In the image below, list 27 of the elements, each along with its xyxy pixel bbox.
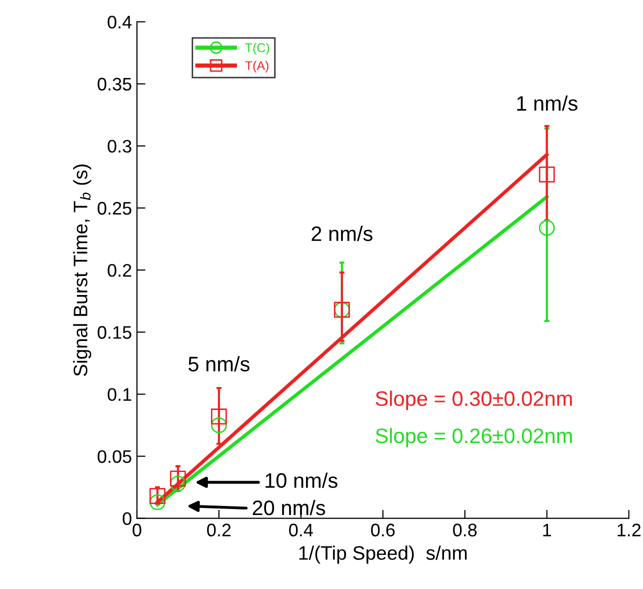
annotation: 2 nm/s — [312, 226, 372, 242]
y-tick-label: 0.4 — [108, 16, 132, 29]
annotation: 20 nm/s — [252, 500, 326, 516]
x-tick-label: 1.2 — [618, 524, 640, 536]
y-tick-label: 0.2 — [108, 264, 132, 277]
y-tick-label: 0.1 — [108, 388, 132, 401]
x-axis-title: 1/(Tip Speed) s/nm — [299, 546, 467, 564]
y-tick-label: 0 — [122, 512, 132, 526]
annotation: 5 nm/s — [188, 356, 250, 372]
y-tick-label: 0.05 — [98, 450, 132, 463]
y-tick-label: 0.35 — [98, 78, 132, 91]
annotation: 10 nm/s — [266, 472, 338, 488]
y-tick-label: 0.25 — [98, 202, 132, 215]
x-tick-label: 0.4 — [289, 524, 313, 536]
y-axis-title: Signal Burst Time, T$_{b}$ (s) — [73, 164, 92, 376]
y-tick-label: 0.3 — [108, 140, 132, 153]
annotation: 1 nm/s — [517, 95, 578, 111]
x-tick-label: 0.8 — [453, 524, 477, 536]
y-tick-label: 0.15 — [98, 326, 132, 339]
annotation: Slope = 0.30±0.02nm — [376, 390, 572, 410]
x-tick-label: 0.6 — [371, 524, 395, 536]
x-tick-label: 1 — [543, 524, 552, 536]
x-tick-label: 0.2 — [207, 524, 231, 536]
annotation: Slope = 0.26±0.02nm — [376, 428, 572, 448]
legend-label: T(A) — [245, 60, 268, 73]
x-tick-label: 0 — [132, 524, 142, 536]
legend-label: T(C) — [245, 42, 270, 55]
